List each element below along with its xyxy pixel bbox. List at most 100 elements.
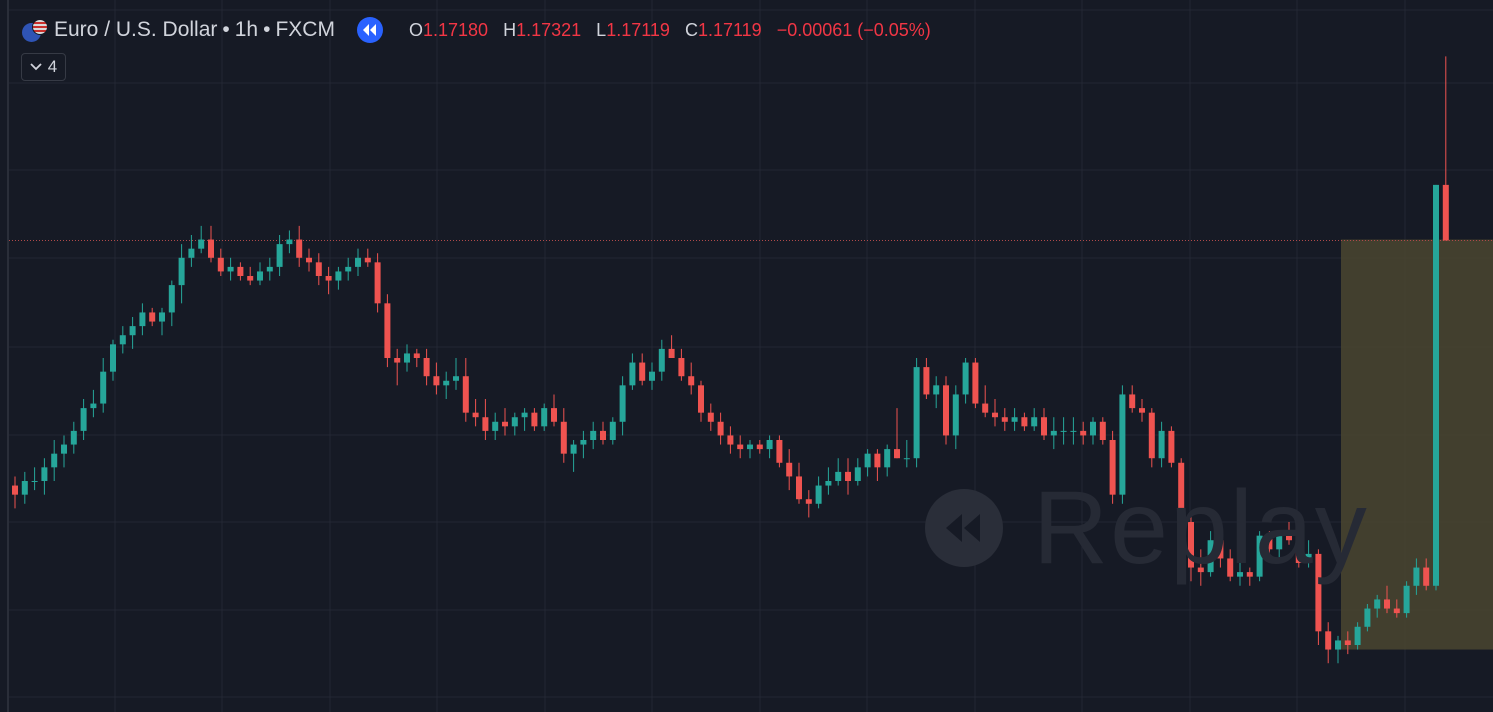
candle-body [1139,408,1145,413]
candle-body [90,403,97,409]
candle-body [237,266,244,276]
candle [1237,558,1243,586]
candle-body [384,303,391,358]
candle-body [443,380,450,386]
candle [992,399,998,427]
change-value: −0.00061 (−0.05%) [776,19,931,40]
candle-body [80,408,87,431]
candle [1305,540,1312,568]
candle [217,248,224,276]
open-label: O [408,19,423,40]
candle-body [70,430,77,445]
candle [1354,622,1361,650]
replay-button[interactable] [356,17,383,43]
candle-body [1090,421,1096,436]
candle-body [394,358,401,363]
candle [119,326,126,354]
candle [629,353,636,390]
eu-us-flag-icon [20,16,48,44]
candle-body [1433,184,1439,586]
candle [1364,604,1371,632]
candle-body [894,449,900,459]
candle-body [992,412,998,418]
indicators-toggle-button[interactable]: 4 [21,53,66,81]
candle [747,440,753,459]
candle-body [433,376,440,386]
candle-body [1364,608,1371,627]
candle-body [315,262,322,276]
candle [355,248,361,276]
candle-body [707,412,714,422]
candle [492,412,499,440]
close-value: 1.17119 [697,19,762,40]
candle [462,358,469,422]
candle [433,362,440,395]
candle-body [1286,531,1292,541]
candle [1070,417,1077,445]
candle-body [962,362,969,395]
candle [1080,421,1087,445]
candle-body [1109,440,1116,495]
candle [208,225,214,263]
candle-body [1442,184,1449,241]
candle [913,358,920,468]
candle-body [1188,522,1194,568]
candle [698,380,704,422]
candle [825,467,832,495]
candle-body [266,266,273,272]
candle [835,458,842,486]
candle-body [188,248,195,258]
candle [639,353,646,386]
candle-body [1001,417,1008,422]
candle [266,257,273,281]
candle [41,458,48,495]
candle [1021,412,1028,431]
replay-watermark: Replay [925,470,1369,586]
candle-body [472,412,479,418]
candle-body [1050,430,1057,436]
candle-body [678,358,685,377]
candle [511,412,518,436]
candle-body [149,312,156,322]
candle-body [923,367,930,395]
symbol-title[interactable]: Euro / U.S. Dollar • 1h • FXCM [54,18,335,42]
candle-body [1384,599,1390,609]
candle-body [1197,567,1204,573]
candle-body [1041,417,1047,436]
candle-body [345,266,352,272]
candle [551,394,557,427]
candle-body [1021,417,1028,427]
candle [1227,549,1234,582]
candle-body [1060,430,1067,432]
candle-body [551,408,557,422]
candle-body [874,453,881,468]
candle [21,471,28,504]
candle-body [41,467,48,481]
candle [237,262,244,281]
candle [1344,631,1351,655]
candle [257,262,263,286]
candle-body [110,344,116,372]
candle-body [511,417,518,427]
candle-body [1374,599,1381,609]
candle [668,335,675,358]
candle-body [31,481,38,482]
candle-body [129,326,136,336]
candle [884,444,891,477]
candle [198,225,205,254]
candle [766,435,773,459]
highlight-zone[interactable] [1341,239,1493,650]
candle [1246,567,1253,586]
candle [276,235,283,276]
candle [658,339,665,381]
candle [247,266,254,286]
candle [1129,385,1136,413]
candle-body [864,453,871,468]
separator-dot: • [222,18,230,41]
candle [1286,522,1292,545]
candle [188,235,195,267]
candle-body [629,362,636,386]
candle-body [1423,567,1430,586]
candle-body [854,467,861,481]
